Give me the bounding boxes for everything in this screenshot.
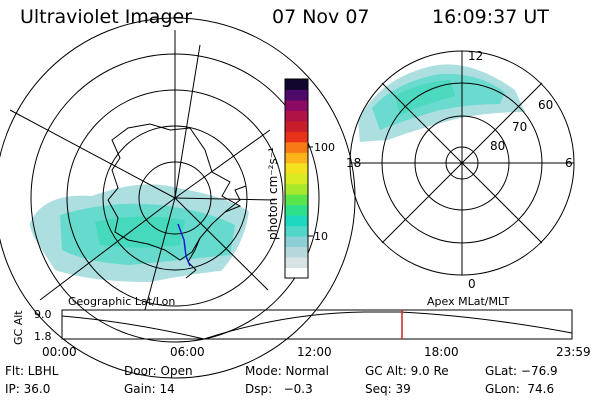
color-scale-stripe (285, 120, 308, 132)
color-scale-stripe (285, 110, 308, 122)
color-scale-stripe (285, 204, 308, 216)
color-scale-stripe (285, 173, 308, 185)
date-label: 07 Nov 07 (272, 6, 370, 28)
mlt-label-18: 18 (346, 156, 361, 170)
color-scale-stripe (285, 79, 308, 90)
time-tick-0000: 00:00 (42, 345, 77, 359)
color-scale-stripe (285, 246, 308, 258)
mlt-label-6: 6 (565, 156, 573, 170)
right-aurora-oval (358, 64, 525, 142)
status-flt: Flt: LBHL (5, 364, 59, 378)
mlat-label-80: 80 (490, 139, 505, 153)
altitude-tick-9: 9.0 (34, 308, 52, 321)
right-map-caption: Apex MLat/MLT (427, 295, 510, 308)
status-dsp: Dsp: −0.3 (245, 382, 313, 396)
time-tick-1200: 12:00 (297, 345, 332, 359)
status-seq: Seq: 39 (365, 382, 411, 396)
time-label: 16:09:37 UT (432, 6, 549, 28)
status-glat: GLat: −76.9 (485, 364, 558, 378)
altitude-axis-label: GC Alt (12, 310, 25, 345)
color-scale-stripe (285, 194, 308, 206)
status-ip: IP: 36.0 (5, 382, 51, 396)
time-tick-1800: 18:00 (424, 345, 459, 359)
mlt-label-0: 0 (468, 277, 476, 291)
color-scale-stripe (285, 131, 308, 143)
color-scale-stripe (285, 215, 308, 227)
color-scale-stripe (285, 162, 308, 174)
color-scale-stripes (285, 79, 308, 279)
altitude-plot: 9.0 1.8 GC Alt 00:00 06:00 12:00 18:00 2… (12, 308, 591, 359)
altitude-plot-frame (61, 309, 573, 340)
colorbar-tick-label-100: 100 (314, 141, 335, 154)
color-scale-stripe (285, 89, 308, 101)
color-scale-stripe (285, 183, 308, 195)
time-tick-0600: 06:00 (170, 345, 205, 359)
color-scale-stripe (285, 267, 308, 279)
colorbar-tick-label-10: 10 (314, 230, 328, 243)
color-scale-stripe (285, 257, 308, 269)
colorbar-unit-label: photon cm⁻²s⁻¹ (266, 147, 280, 240)
color-scale-stripe (285, 99, 308, 111)
mlat-label-60: 60 (538, 98, 553, 112)
color-scale-stripe (285, 141, 308, 153)
mlt-label-12: 12 (468, 49, 483, 63)
status-glon: GLon: 74.6 (485, 382, 555, 396)
status-door: Door: Open (124, 364, 193, 378)
color-scale-stripe (285, 225, 308, 237)
left-aurora-oval (28, 184, 250, 282)
status-gain: Gain: 14 (124, 382, 175, 396)
altitude-curve (61, 311, 573, 340)
color-scale-stripe (285, 152, 308, 164)
magnetic-map: 12 18 6 0 60 70 80 (346, 49, 575, 291)
time-tick-2359: 23:59 (556, 345, 591, 359)
geographic-map (0, 17, 356, 379)
left-track-line (177, 223, 191, 267)
color-scale-stripe (285, 236, 308, 248)
mlat-label-70: 70 (512, 120, 527, 134)
status-mode: Mode: Normal (245, 364, 329, 378)
color-scale-bar: 100 10 photon cm⁻²s⁻¹ (266, 78, 335, 279)
instrument-title: Ultraviolet Imager (20, 6, 193, 28)
altitude-tick-1.8: 1.8 (34, 330, 52, 343)
status-gc-alt: GC Alt: 9.0 Re (365, 364, 449, 378)
left-map-caption: Geographic Lat/Lon (68, 295, 175, 308)
